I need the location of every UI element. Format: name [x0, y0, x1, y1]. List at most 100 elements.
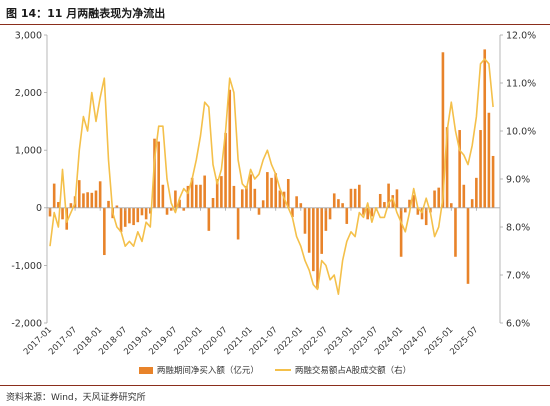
bar-net-buy-2020-07 — [224, 132, 227, 208]
bar-net-buy-2018-07 — [123, 207, 127, 227]
bar-net-buy-2017-12 — [94, 190, 98, 208]
bar-net-buy-2023-03 — [358, 184, 361, 208]
bar-net-buy-2023-09 — [383, 202, 386, 208]
bar-net-buy-2019-06 — [169, 207, 173, 211]
chart-plot: 3,000 2,000 1,000 0 -1,000 -2,000 12.0% 11.0% 10… — [11, 30, 536, 357]
bar-net-buy-2019-08 — [178, 199, 181, 208]
legend-line-swatch — [274, 369, 291, 371]
bar-net-buy-2020-04 — [211, 198, 215, 208]
source-rule — [0, 385, 550, 386]
bar-net-buy-2017-06 — [69, 203, 73, 208]
bar-net-buy-2019-02 — [153, 138, 156, 208]
y-right-tick-label: 6.0% — [506, 318, 530, 329]
y-right-tick-label: 8.0% — [506, 222, 530, 233]
legend-label-ratio: 两融交易额占A股成交额（右） — [294, 366, 412, 376]
bar-net-buy-2017-03 — [57, 202, 60, 208]
bar-net-buy-2019-03 — [157, 141, 160, 208]
bar-net-buy-2019-09 — [182, 207, 186, 211]
bar-net-buy-2024-05 — [416, 207, 420, 215]
bar-net-buy-2025-07 — [475, 177, 478, 208]
bar-net-buy-2021-02 — [253, 188, 257, 208]
bar-net-buy-2021-07 — [274, 173, 278, 208]
bar-net-buy-2024-01 — [399, 207, 403, 257]
bar-net-buy-2022-01 — [299, 203, 303, 208]
bar-net-buy-2025-06 — [470, 199, 474, 208]
bar-net-buy-2022-08 — [328, 207, 332, 220]
bar-net-buy-2019-12 — [195, 184, 198, 208]
bar-net-buy-2022-11 — [341, 203, 344, 208]
bar-net-buy-2019-07 — [174, 190, 177, 208]
bar-net-buy-2023-05 — [366, 207, 369, 220]
legend-item-ratio: 两融交易额占A股成交额（右） — [274, 364, 412, 376]
bar-net-buy-2018-01 — [98, 181, 102, 208]
legend-label-net-buy: 两融期间净买入额（亿元） — [156, 366, 259, 376]
chart-title: 图 14：11 月两融表现为净流出 — [6, 7, 166, 20]
bar-net-buy-2017-02 — [52, 183, 56, 208]
bar-net-buy-2019-10 — [186, 185, 190, 208]
bar-net-buy-2023-04 — [362, 207, 365, 215]
bar-net-buy-2020-09 — [232, 185, 236, 208]
bar-net-buy-2023-08 — [378, 193, 382, 208]
source-note: 资料来源：Wind，天风证券研究所 — [6, 393, 146, 403]
bar-net-buy-2025-08 — [479, 130, 482, 208]
bar-net-buy-2024-10 — [437, 187, 441, 208]
bar-net-buy-2025-01 — [449, 203, 453, 208]
bar-net-buy-2021-06 — [270, 177, 273, 208]
bar-net-buy-2018-08 — [128, 207, 131, 224]
bar-net-buy-2024-09 — [433, 190, 436, 208]
bar-net-buy-2021-03 — [257, 207, 261, 215]
bar-net-buy-2022-12 — [345, 207, 349, 224]
bar-net-buy-2020-06 — [220, 176, 223, 208]
bar-net-buy-2022-09 — [332, 193, 336, 208]
bar-net-buy-2025-10 — [487, 112, 491, 208]
legend-item-net-buy: 两融期间净买入额（亿元） — [138, 364, 259, 376]
bar-net-buy-2022-02 — [303, 207, 307, 234]
bar-net-buy-2017-04 — [61, 207, 64, 220]
bar-net-buy-2024-07 — [424, 207, 428, 226]
bar-net-buy-2017-09 — [82, 193, 85, 208]
bar-net-buy-2021-04 — [261, 200, 265, 208]
series-line-ratio — [49, 58, 494, 296]
bar-net-buy-2023-11 — [391, 195, 395, 208]
bar-net-buy-2021-01 — [249, 174, 252, 208]
bar-net-buy-2018-05 — [115, 205, 119, 208]
bar-net-buy-2022-05 — [316, 207, 319, 289]
bar-net-buy-2024-03 — [408, 199, 411, 208]
bar-net-buy-2021-08 — [278, 190, 282, 208]
bar-net-buy-2025-04 — [462, 184, 466, 208]
bar-net-buy-2022-03 — [307, 207, 311, 253]
bar-net-buy-2020-11 — [240, 189, 244, 208]
bar-net-buy-2024-02 — [404, 207, 407, 213]
bar-net-buy-2025-11 — [491, 155, 495, 208]
bar-net-buy-2020-05 — [215, 179, 219, 208]
title-rule — [0, 24, 550, 25]
bar-net-buy-2020-08 — [228, 89, 232, 208]
bar-net-buy-2018-02 — [103, 207, 106, 256]
y-left-tick-label: 2,000 — [15, 88, 42, 99]
y-left-tick-label: 0 — [36, 203, 42, 214]
bar-net-buy-2018-12 — [144, 207, 148, 220]
bar-net-buy-2017-10 — [86, 192, 89, 208]
bar-net-buy-2017-11 — [90, 192, 94, 208]
bar-net-buy-2024-11 — [441, 52, 445, 208]
bar-net-buy-2024-04 — [412, 195, 415, 208]
y-right-tick-label: 11.0% — [506, 78, 536, 89]
bar-net-buy-2018-03 — [107, 200, 110, 208]
y-right-tick-label: 12.0% — [506, 30, 536, 41]
y-right-tick-label: 7.0% — [506, 270, 530, 281]
bar-net-buy-2021-05 — [266, 172, 269, 208]
bar-net-buy-2022-07 — [324, 207, 328, 231]
bar-net-buy-2022-04 — [312, 207, 315, 272]
bar-net-buy-2025-05 — [466, 207, 470, 284]
bar-net-buy-2020-10 — [236, 207, 240, 240]
bar-net-buy-2024-12 — [445, 127, 449, 208]
bar-net-buy-2021-10 — [286, 179, 290, 208]
bar-net-buy-2019-11 — [190, 177, 194, 208]
bar-net-buy-2023-10 — [387, 183, 390, 208]
y-left-tick-label: -1,000 — [11, 261, 42, 272]
bar-net-buy-2018-11 — [140, 207, 144, 216]
bar-net-buy-2017-08 — [77, 180, 81, 208]
bar-net-buy-2025-09 — [483, 49, 487, 208]
bar-net-buy-2020-02 — [203, 175, 206, 208]
bar-net-buy-2021-11 — [291, 207, 294, 218]
